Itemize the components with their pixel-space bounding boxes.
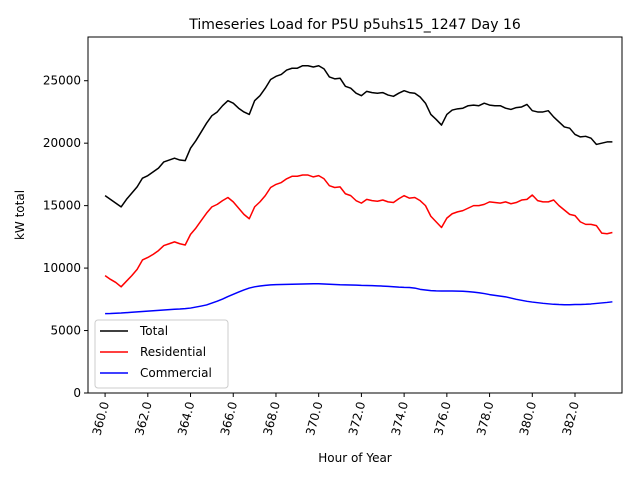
legend-box	[94, 319, 229, 389]
x-axis-label: Hour of Year	[318, 451, 392, 465]
plot-frame	[87, 36, 623, 394]
chart-title: Timeseries Load for P5U p5uhs15_1247 Day…	[188, 17, 521, 33]
y-tick-label: 0	[73, 386, 81, 400]
y-tick-label: 10000	[43, 261, 81, 275]
y-axis-ticks: 0 5000 10000 15000 20000 25000	[43, 74, 88, 400]
series-line-total	[104, 64, 613, 208]
y-axis-label: kW total	[13, 190, 27, 240]
legend-label-commercial: Commercial	[140, 366, 212, 380]
legend-label-residential: Residential	[140, 345, 206, 359]
series-line-commercial	[105, 282, 613, 315]
y-tick-label: 25000	[43, 74, 81, 88]
legend-label-total: Total	[139, 324, 168, 338]
series-line-residential	[104, 174, 613, 288]
y-tick-label: 15000	[43, 199, 81, 213]
y-tick-label: 20000	[43, 136, 81, 150]
legend: Total Residential Commercial	[94, 319, 229, 389]
y-tick-label: 5000	[50, 324, 81, 338]
series-layer	[104, 64, 613, 315]
